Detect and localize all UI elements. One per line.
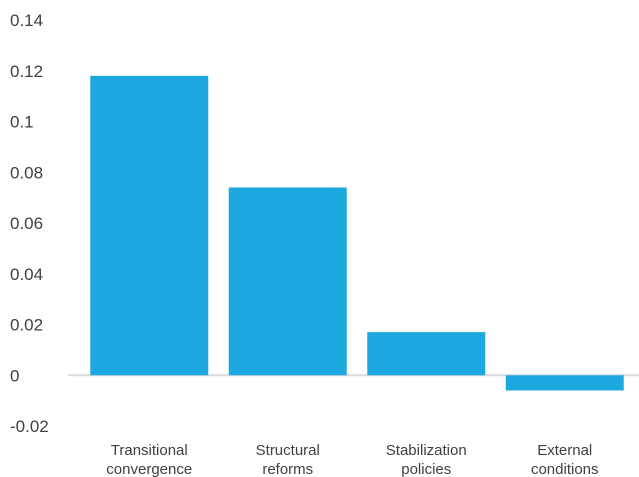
x-category-label-line: Structural (256, 442, 320, 459)
y-tick-label: 0.1 (10, 113, 34, 132)
x-category-label: External conditions (531, 442, 599, 477)
x-category-label-line: Transitional (111, 442, 188, 459)
y-tick-label: 0.06 (10, 214, 43, 233)
x-axis: Transitional convergence Structural reforms… (106, 442, 598, 477)
x-category-label: Structural reforms (256, 442, 320, 477)
bars (90, 75, 624, 391)
x-category-label-line: Stabilization (386, 442, 467, 459)
x-category-label-line: convergence (106, 461, 192, 477)
y-tick-label: 0.02 (10, 316, 43, 335)
x-category-label: Transitional convergence (106, 442, 192, 477)
bar (505, 375, 624, 391)
bar (90, 75, 209, 376)
bar (367, 332, 486, 376)
y-tick-label: 0.04 (10, 265, 43, 284)
y-tick-label: -0.02 (10, 417, 49, 436)
bar (228, 187, 347, 376)
x-category-label-line: reforms (262, 461, 313, 477)
y-tick-label: 0.14 (10, 11, 43, 30)
y-tick-label: 0.08 (10, 163, 43, 182)
x-category-label-line: policies (401, 461, 451, 477)
y-axis: 0.14 0.12 0.1 0.08 0.06 0.04 0.02 0 -0.02 (10, 11, 49, 436)
y-tick-label: 0.12 (10, 62, 43, 81)
y-tick-label: 0 (10, 366, 19, 385)
x-category-label: Stabilization policies (386, 442, 467, 477)
x-category-label-line: conditions (531, 461, 599, 477)
x-category-label-line: External (537, 442, 592, 459)
